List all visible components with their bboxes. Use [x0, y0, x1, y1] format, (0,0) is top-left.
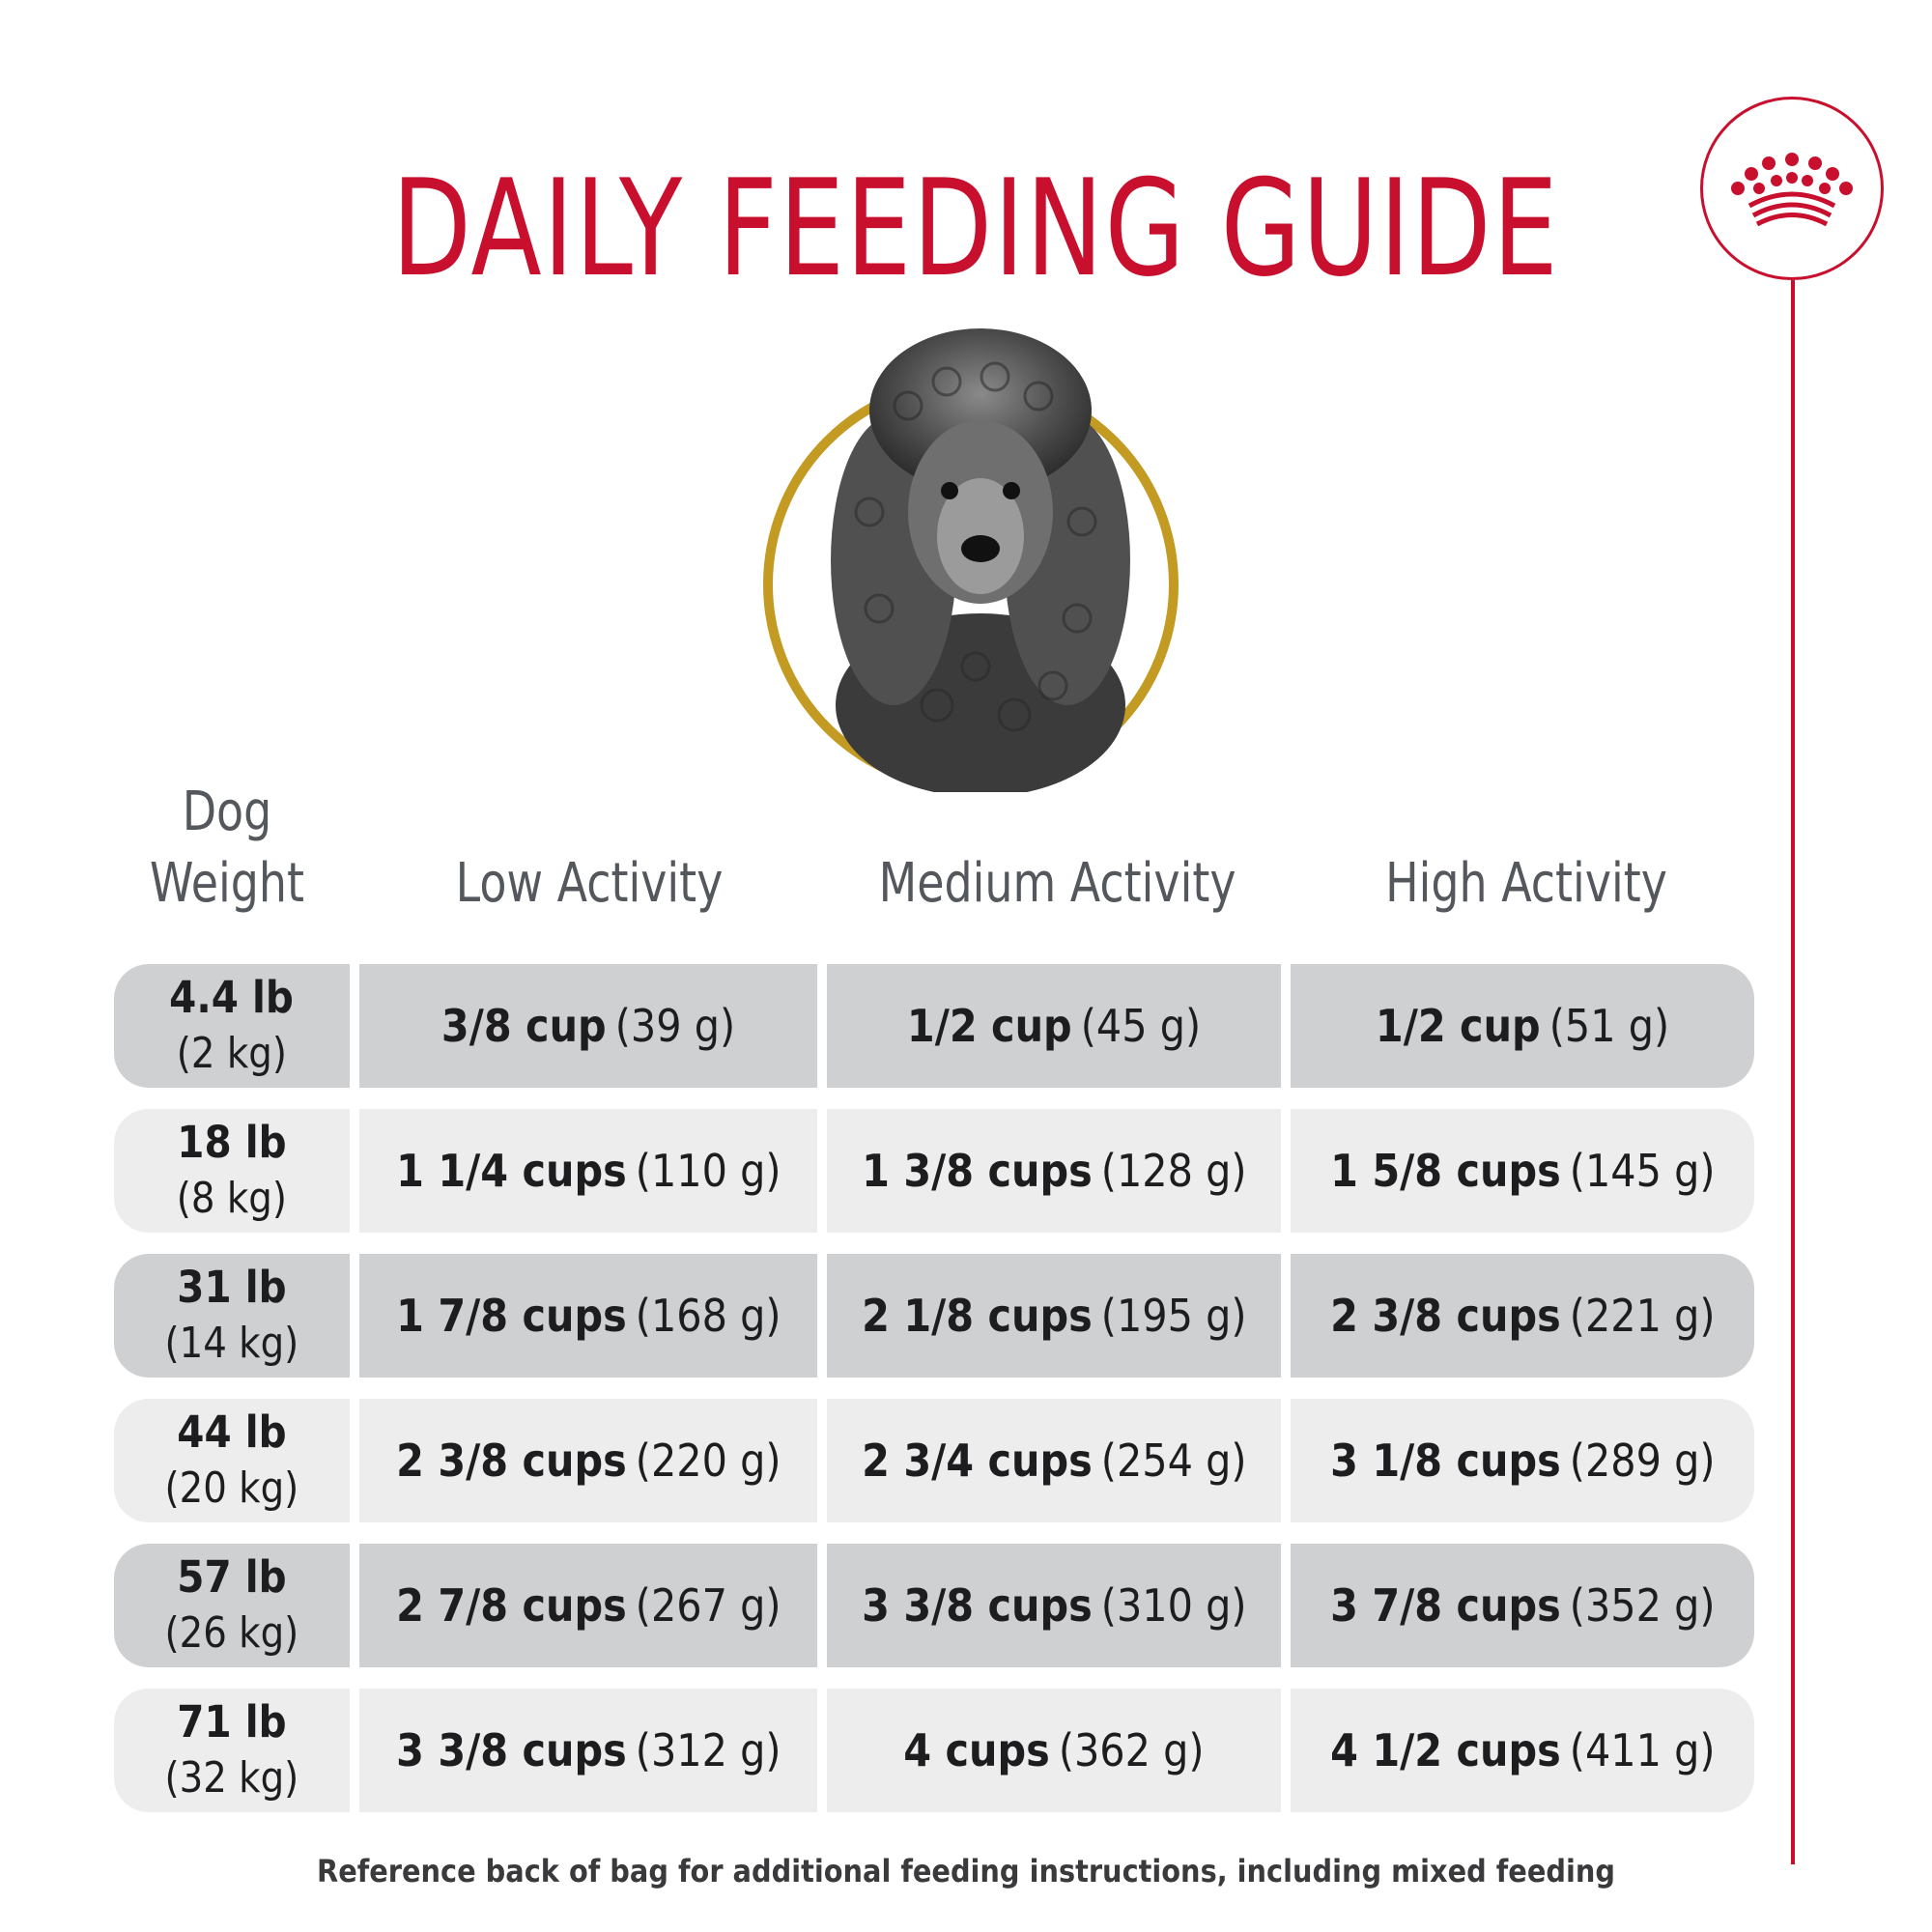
cups-amount: 1 3/8 cups: [861, 1145, 1093, 1197]
weight-kg: (2 kg): [176, 1029, 288, 1078]
weight-cell: 57 lb (26 kg): [114, 1544, 350, 1667]
weight-kg: (20 kg): [164, 1463, 299, 1513]
weight-lb: 4.4 lb: [169, 972, 295, 1023]
low-activity-cell: 1 7/8 cups (168 g): [359, 1254, 817, 1378]
grams-amount: (220 g): [635, 1435, 781, 1487]
crown-icon: [1731, 153, 1853, 227]
cups-amount: 3 1/8 cups: [1329, 1435, 1561, 1487]
cups-amount: 1/2 cup: [1375, 1000, 1541, 1052]
table-row: 31 lb (14 kg) 1 7/8 cups (168 g) 2 1/8 cu…: [114, 1254, 1754, 1378]
weight-lb: 18 lb: [177, 1117, 287, 1168]
low-activity-cell: 1 1/4 cups (110 g): [359, 1109, 817, 1233]
cups-amount: 4 cups: [903, 1724, 1050, 1776]
weight-kg: (32 kg): [164, 1753, 299, 1803]
medium-activity-cell: 3 3/8 cups (310 g): [827, 1544, 1281, 1667]
logo-divider-line: [1791, 280, 1795, 1864]
cups-amount: 3 3/8 cups: [395, 1724, 627, 1776]
low-activity-cell: 3/8 cup (39 g): [359, 964, 817, 1088]
grams-amount: (145 g): [1569, 1145, 1716, 1197]
cups-amount: 2 1/8 cups: [861, 1290, 1093, 1342]
weight-cell: 18 lb (8 kg): [114, 1109, 350, 1233]
cups-amount: 1 5/8 cups: [1329, 1145, 1561, 1197]
weight-cell: 31 lb (14 kg): [114, 1254, 350, 1378]
grams-amount: (267 g): [635, 1579, 781, 1632]
cups-amount: 3 3/8 cups: [861, 1579, 1093, 1632]
grams-amount: (110 g): [635, 1145, 781, 1197]
high-activity-cell: 4 1/2 cups (411 g): [1291, 1689, 1754, 1812]
brand-logo: [1700, 97, 1884, 280]
table-row: 57 lb (26 kg) 2 7/8 cups (267 g) 3 3/8 cu…: [114, 1544, 1754, 1667]
weight-kg: (26 kg): [164, 1608, 299, 1658]
header-high-activity: High Activity: [1385, 852, 1667, 915]
header-medium-activity: Medium Activity: [878, 852, 1236, 915]
grams-amount: (312 g): [635, 1724, 781, 1776]
medium-activity-cell: 2 1/8 cups (195 g): [827, 1254, 1281, 1378]
cups-amount: 2 3/4 cups: [861, 1435, 1093, 1487]
cups-amount: 3 7/8 cups: [1329, 1579, 1561, 1632]
grams-amount: (195 g): [1100, 1290, 1247, 1342]
weight-cell: 4.4 lb (2 kg): [114, 964, 350, 1088]
header-dog-weight: Dog Weight: [128, 777, 327, 920]
cups-amount: 4 1/2 cups: [1329, 1724, 1561, 1776]
table-row: 4.4 lb (2 kg) 3/8 cup (39 g) 1/2 cup (45 g…: [114, 964, 1754, 1088]
low-activity-cell: 2 7/8 cups (267 g): [359, 1544, 817, 1667]
grams-amount: (362 g): [1058, 1724, 1205, 1776]
cups-amount: 2 3/8 cups: [395, 1435, 627, 1487]
grams-amount: (51 g): [1548, 1000, 1670, 1052]
cups-amount: 1/2 cup: [906, 1000, 1072, 1052]
grams-amount: (45 g): [1080, 1000, 1202, 1052]
grams-amount: (128 g): [1100, 1145, 1247, 1197]
low-activity-cell: 3 3/8 cups (312 g): [359, 1689, 817, 1812]
table-row: 44 lb (20 kg) 2 3/8 cups (220 g) 2 3/4 cu…: [114, 1399, 1754, 1522]
grams-amount: (310 g): [1100, 1579, 1247, 1632]
weight-kg: (8 kg): [176, 1174, 288, 1223]
table-header: Dog Weight Low Activity Medium Activity …: [0, 773, 1932, 927]
logo-circle: [1700, 97, 1884, 280]
header-weight-line1: Dog: [182, 781, 272, 843]
table-row: 18 lb (8 kg) 1 1/4 cups (110 g) 1 3/8 cup…: [114, 1109, 1754, 1233]
footer-note: Reference back of bag for additional fee…: [317, 1853, 1615, 1889]
cups-amount: 2 7/8 cups: [395, 1579, 627, 1632]
cups-amount: 1 7/8 cups: [395, 1290, 627, 1342]
low-activity-cell: 2 3/8 cups (220 g): [359, 1399, 817, 1522]
grams-amount: (39 g): [614, 1000, 736, 1052]
poodle-image: [763, 328, 1179, 797]
weight-cell: 71 lb (32 kg): [114, 1689, 350, 1812]
header-weight-line2: Weight: [149, 852, 304, 915]
high-activity-cell: 3 7/8 cups (352 g): [1291, 1544, 1754, 1667]
weight-lb: 31 lb: [177, 1262, 287, 1313]
grams-amount: (168 g): [635, 1290, 781, 1342]
cups-amount: 2 3/8 cups: [1329, 1290, 1561, 1342]
dog-portrait: [763, 319, 1179, 797]
grams-amount: (254 g): [1100, 1435, 1247, 1487]
weight-lb: 44 lb: [177, 1406, 287, 1458]
medium-activity-cell: 1/2 cup (45 g): [827, 964, 1281, 1088]
weight-lb: 71 lb: [177, 1696, 287, 1747]
grams-amount: (289 g): [1569, 1435, 1716, 1487]
cups-amount: 3/8 cup: [440, 1000, 607, 1052]
weight-lb: 57 lb: [177, 1551, 287, 1603]
weight-cell: 44 lb (20 kg): [114, 1399, 350, 1522]
high-activity-cell: 1/2 cup (51 g): [1291, 964, 1754, 1088]
medium-activity-cell: 2 3/4 cups (254 g): [827, 1399, 1281, 1522]
medium-activity-cell: 1 3/8 cups (128 g): [827, 1109, 1281, 1233]
grams-amount: (352 g): [1569, 1579, 1716, 1632]
grams-amount: (221 g): [1569, 1290, 1716, 1342]
grams-amount: (411 g): [1569, 1724, 1716, 1776]
high-activity-cell: 1 5/8 cups (145 g): [1291, 1109, 1754, 1233]
high-activity-cell: 3 1/8 cups (289 g): [1291, 1399, 1754, 1522]
table-row: 71 lb (32 kg) 3 3/8 cups (312 g) 4 cups (3…: [114, 1689, 1754, 1812]
high-activity-cell: 2 3/8 cups (221 g): [1291, 1254, 1754, 1378]
weight-kg: (14 kg): [164, 1319, 299, 1368]
header-low-activity: Low Activity: [455, 852, 724, 915]
medium-activity-cell: 4 cups (362 g): [827, 1689, 1281, 1812]
cups-amount: 1 1/4 cups: [395, 1145, 627, 1197]
page-title: DAILY FEEDING GUIDE: [391, 151, 1560, 306]
